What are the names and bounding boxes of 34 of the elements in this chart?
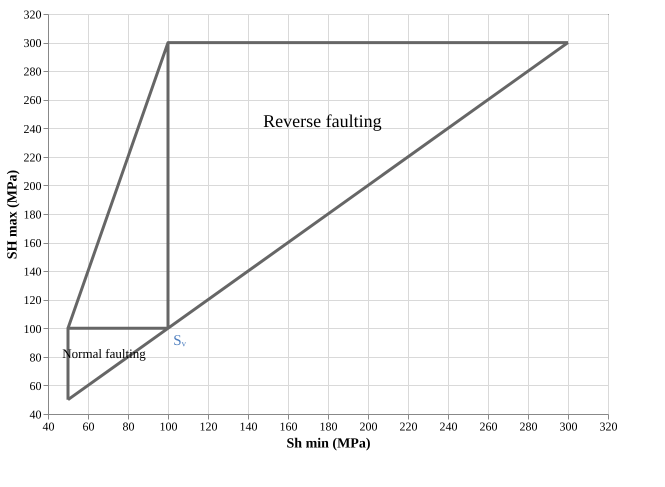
y-tick-label: 180 [24, 208, 42, 222]
y-tick-label: 320 [24, 8, 42, 22]
x-tick-label: 60 [82, 420, 94, 434]
annotation: Sᵥ [173, 333, 187, 349]
annotation: Reverse faulting [263, 111, 382, 131]
y-tick-label: 60 [30, 378, 42, 393]
y-tick-label: 80 [30, 350, 42, 364]
x-tick-label: 180 [320, 420, 338, 434]
x-axis-title: Sh min (MPa) [286, 436, 371, 452]
x-tick-label: 40 [42, 420, 54, 434]
y-tick-label: 280 [24, 64, 42, 79]
x-tick-label: 120 [200, 420, 218, 434]
x-tick-label: 240 [440, 420, 458, 434]
y-tick-label: 120 [24, 293, 42, 308]
x-tick-label: 100 [160, 420, 178, 434]
y-tick-label: 220 [24, 150, 42, 164]
y-tick-label: 140 [24, 264, 42, 279]
y-tick-label: 100 [24, 322, 42, 336]
x-tick-label: 140 [240, 420, 258, 434]
y-tick-label: 40 [30, 408, 42, 422]
x-tick-label: 80 [122, 420, 134, 434]
x-tick-label: 200 [360, 420, 378, 434]
y-tick-label: 260 [24, 93, 42, 108]
y-tick-label: 160 [24, 236, 42, 250]
x-tick-label: 300 [560, 420, 578, 434]
y-tick-label: 200 [24, 178, 42, 193]
x-tick-label: 260 [480, 420, 498, 434]
x-tick-label: 280 [520, 420, 538, 434]
x-tick-label: 160 [280, 420, 298, 434]
x-tick-label: 220 [400, 420, 418, 434]
y-tick-label: 240 [24, 122, 42, 136]
y-tick-label: 300 [24, 36, 42, 50]
x-tick-label: 320 [600, 420, 618, 434]
y-axis-title: SH max (MPa) [6, 169, 20, 260]
